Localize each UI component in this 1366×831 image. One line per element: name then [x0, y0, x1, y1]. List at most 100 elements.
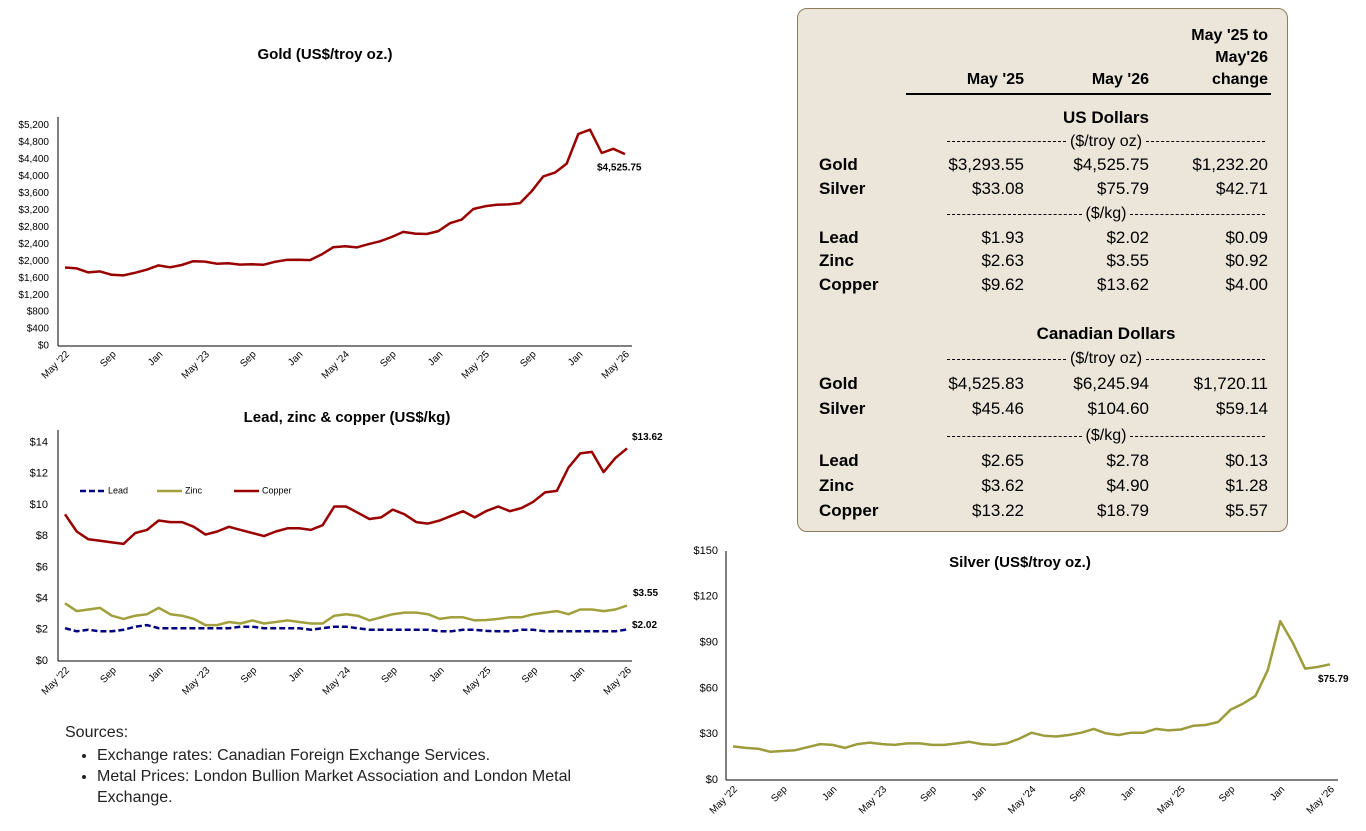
y-tick-label: $0 [36, 655, 48, 667]
y-tick-label: $1,600 [18, 273, 49, 284]
x-tick-label: May '23 [857, 784, 890, 817]
sources-list: Exchange rates: Canadian Foreign Exchang… [65, 745, 585, 808]
x-tick-label: Sep [919, 784, 940, 805]
x-tick-label: Sep [769, 784, 790, 805]
row-label: Lead [819, 451, 859, 470]
cell-value: $4,525.75 [1073, 155, 1149, 174]
unit-line: ($/troy oz) [943, 133, 1269, 151]
y-tick-label: $8 [36, 530, 48, 542]
row-label: Silver [819, 178, 866, 198]
x-tick-label: May '26 [600, 349, 633, 382]
cell-value: $0.13 [1225, 451, 1268, 470]
x-tick-label: Sep [1217, 784, 1238, 805]
y-tick-label: $4,400 [18, 154, 49, 165]
y-tick-label: $30 [700, 728, 718, 740]
y-tick-label: $3,200 [18, 205, 49, 216]
dash-rule [947, 141, 1066, 142]
row-label: Copper [819, 501, 879, 520]
cell-value: $4.90 [1106, 476, 1149, 495]
dash-rule [1130, 213, 1265, 215]
unit-line: ($/troy oz) [943, 350, 1269, 368]
unit-label: ($/troy oz) [1070, 350, 1143, 367]
value-label: $3.55 [633, 588, 658, 599]
legend-label: Lead [108, 485, 128, 495]
cell-value: $2.63 [981, 251, 1024, 270]
y-tick-label: $60 [700, 682, 718, 694]
x-tick-label: May '24 [1006, 784, 1039, 817]
x-tick-label: May '22 [708, 784, 741, 817]
line-series [732, 619, 1331, 754]
row-label: Zinc [819, 476, 854, 495]
y-tick-label: $4,800 [18, 137, 49, 148]
unit-label: ($/kg) [1085, 427, 1127, 444]
cell-value: $18.79 [1097, 501, 1149, 520]
price-table: May '25 May '26 May '25 to May'26 change US… [797, 8, 1288, 532]
value-label: $75.79 [1318, 674, 1349, 685]
row-label: Silver [819, 399, 866, 418]
y-tick-label: $1,200 [18, 290, 49, 301]
line-series [64, 623, 628, 633]
unit-line: ($/kg) [943, 427, 1269, 445]
sources: Sources: Exchange rates: Canadian Foreig… [65, 722, 585, 808]
cell-value: $75.79 [1097, 178, 1149, 198]
unit-label: ($/kg) [1085, 205, 1127, 222]
x-tick-label: Sep [379, 665, 400, 686]
y-tick-label: $0 [38, 341, 50, 352]
column-header: May '26 [1091, 71, 1149, 88]
source-item: Metal Prices: London Bullion Market Asso… [97, 766, 585, 808]
section-title: Canadian Dollars [1036, 324, 1176, 343]
line-series [64, 128, 626, 277]
y-tick-label: $0 [706, 774, 718, 786]
x-tick-label: Sep [98, 349, 119, 370]
x-tick-label: Jan [146, 349, 165, 368]
y-tick-label: $4 [36, 592, 48, 604]
x-tick-label: May '22 [40, 665, 73, 698]
x-tick-label: Jan [970, 784, 989, 803]
x-tick-label: May '26 [602, 665, 635, 698]
line-series [63, 447, 628, 546]
y-tick-label: $14 [30, 436, 48, 448]
y-tick-label: $2,000 [18, 256, 49, 267]
cell-value: $104.60 [1087, 399, 1149, 418]
sources-title: Sources: [65, 724, 129, 741]
x-tick-label: Sep [98, 665, 119, 686]
cell-value: $1,232.20 [1192, 155, 1268, 174]
cell-value: $0.92 [1225, 251, 1268, 270]
x-tick-label: Sep [518, 349, 539, 370]
cell-value: $59.14 [1216, 399, 1268, 418]
x-tick-label: May '25 [461, 665, 494, 698]
line-series [64, 602, 628, 627]
cell-value: $3.55 [1106, 251, 1149, 270]
cell-value: $13.62 [1097, 274, 1149, 294]
y-tick-label: $120 [694, 591, 718, 603]
dash-rule [947, 213, 1082, 215]
section-title: US Dollars [1063, 108, 1149, 127]
chart-title: Lead, zinc & copper (US$/kg) [244, 409, 451, 426]
unit-line: ($/kg) [943, 205, 1269, 223]
y-tick-label: $90 [700, 637, 718, 649]
y-tick-label: $2,800 [18, 222, 49, 233]
x-tick-label: Jan [286, 349, 305, 368]
legend-label: Zinc [185, 485, 203, 495]
value-label: $4,525.75 [597, 163, 642, 174]
row-label: Copper [819, 274, 879, 294]
x-tick-label: Jan [287, 665, 306, 684]
y-tick-label: $150 [694, 545, 718, 557]
y-tick-label: $12 [30, 468, 48, 480]
y-tick-label: $400 [27, 324, 50, 335]
dash-rule [1146, 358, 1266, 360]
dash-rule [1130, 435, 1265, 437]
x-tick-label: May '24 [320, 349, 353, 382]
source-item: Exchange rates: Canadian Foreign Exchang… [97, 745, 585, 766]
column-header: May '25 to May'26 change [1191, 27, 1268, 88]
cell-value: $2.78 [1106, 451, 1149, 470]
cell-value: $5.57 [1225, 501, 1268, 520]
cell-value: $9.62 [981, 274, 1024, 294]
cell-value: $4,525.83 [948, 374, 1024, 393]
x-tick-label: May '25 [1155, 784, 1188, 817]
x-tick-label: Jan [426, 349, 445, 368]
value-label: $13.62 [632, 432, 663, 443]
x-tick-label: May '23 [180, 349, 213, 382]
y-tick-label: $2,400 [18, 239, 49, 250]
